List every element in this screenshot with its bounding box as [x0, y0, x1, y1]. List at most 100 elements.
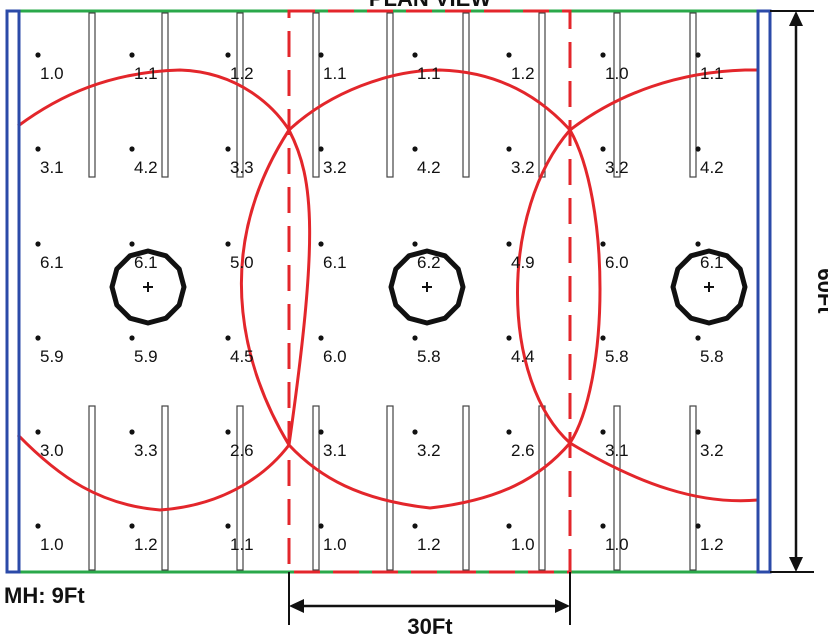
grid-value: 4.2	[700, 158, 724, 177]
grid-value: 1.2	[511, 64, 535, 83]
grid-value: 1.1	[700, 64, 724, 83]
shelf-rack	[689, 405, 697, 571]
grid-value: 3.0	[40, 441, 64, 460]
high-bay-fixture-2	[388, 248, 466, 326]
shelf-rack	[386, 12, 394, 178]
shelf-rack	[689, 12, 697, 178]
fixture-ring	[388, 248, 466, 326]
grid-point	[412, 335, 418, 341]
grid-point	[225, 429, 231, 435]
grid-point	[35, 523, 41, 529]
shelving-racks	[88, 12, 697, 571]
shelf-rack	[88, 405, 96, 571]
grid-value: 3.1	[40, 158, 64, 177]
grid-point	[35, 241, 41, 247]
grid-value: 3.2	[605, 158, 629, 177]
light-contour-right	[516, 68, 759, 503]
grid-value: 1.1	[134, 64, 158, 83]
grid-value: 3.3	[230, 158, 254, 177]
grid-point	[129, 52, 135, 58]
grid-point	[695, 146, 701, 152]
fixture-ring	[109, 248, 187, 326]
plan-title: PLAN VIEW	[369, 0, 491, 11]
grid-point	[506, 146, 512, 152]
grid-point	[506, 429, 512, 435]
grid-value: 1.1	[417, 64, 441, 83]
grid-value: 6.1	[323, 253, 347, 272]
grid-point	[600, 146, 606, 152]
grid-value: 5.0	[230, 253, 254, 272]
grid-point	[318, 146, 324, 152]
grid-point	[506, 52, 512, 58]
grid-point	[129, 241, 135, 247]
shelf-rack	[462, 405, 470, 571]
grid-point	[129, 146, 135, 152]
grid-point	[35, 429, 41, 435]
mounting-height-label: MH: 9Ft	[4, 583, 85, 608]
grid-point	[225, 523, 231, 529]
shelf-rack	[613, 12, 621, 178]
grid-point	[695, 429, 701, 435]
grid-value: 1.2	[700, 535, 724, 554]
height-dim-label: 60Ft	[813, 268, 828, 314]
grid-value: 2.6	[230, 441, 254, 460]
shelf-rack	[613, 405, 621, 571]
grid-value: 1.0	[40, 535, 64, 554]
grid-value: 1.0	[605, 535, 629, 554]
grid-value: 5.8	[417, 347, 441, 366]
grid-point	[129, 335, 135, 341]
grid-value: 4.2	[134, 158, 158, 177]
width-dim-label: 30Ft	[407, 614, 453, 638]
grid-value: 1.1	[230, 535, 254, 554]
grid-point	[225, 241, 231, 247]
grid-point	[412, 429, 418, 435]
grid-value: 2.6	[511, 441, 535, 460]
grid-point	[318, 429, 324, 435]
height-dim-arrow-top	[789, 11, 803, 26]
light-contour-left	[16, 68, 312, 512]
shelf-rack	[88, 12, 96, 178]
grid-point	[318, 523, 324, 529]
grid-point	[695, 241, 701, 247]
grid-point	[600, 335, 606, 341]
grid-value: 1.2	[134, 535, 158, 554]
shelf-rack	[161, 405, 169, 571]
grid-point	[600, 429, 606, 435]
grid-value: 3.2	[511, 158, 535, 177]
grid-value: 3.2	[417, 441, 441, 460]
high-bay-fixture-3	[670, 248, 748, 326]
fixtures	[109, 248, 748, 326]
grid-point	[318, 335, 324, 341]
grid-point	[600, 241, 606, 247]
grid-point	[695, 52, 701, 58]
spacing-zone-outline	[287, 9, 572, 574]
grid-point	[412, 523, 418, 529]
height-dimension: 60Ft	[770, 10, 828, 573]
grid-value: 6.0	[323, 347, 347, 366]
grid-point	[129, 429, 135, 435]
grid-value: 1.2	[230, 64, 254, 83]
grid-value: 6.2	[417, 253, 441, 272]
high-bay-fixture-1	[109, 248, 187, 326]
shelf-rack	[538, 12, 546, 178]
grid-value: 6.1	[700, 253, 724, 272]
shelf-rack	[386, 405, 394, 571]
grid-value: 6.1	[40, 253, 64, 272]
grid-point	[35, 335, 41, 341]
width-dim-arrow-right	[555, 599, 570, 613]
grid-value: 5.9	[134, 347, 158, 366]
left-wall	[5, 9, 21, 574]
grid-value: 4.2	[417, 158, 441, 177]
grid-value: 3.1	[605, 441, 629, 460]
grid-value: 5.8	[605, 347, 629, 366]
grid-point	[506, 241, 512, 247]
grid-point	[695, 335, 701, 341]
grid-point	[600, 52, 606, 58]
grid-point	[35, 52, 41, 58]
grid-value: 1.1	[323, 64, 347, 83]
grid-value: 1.0	[605, 64, 629, 83]
grid-value: 1.0	[511, 535, 535, 554]
grid-point	[506, 523, 512, 529]
grid-value: 4.5	[230, 347, 254, 366]
